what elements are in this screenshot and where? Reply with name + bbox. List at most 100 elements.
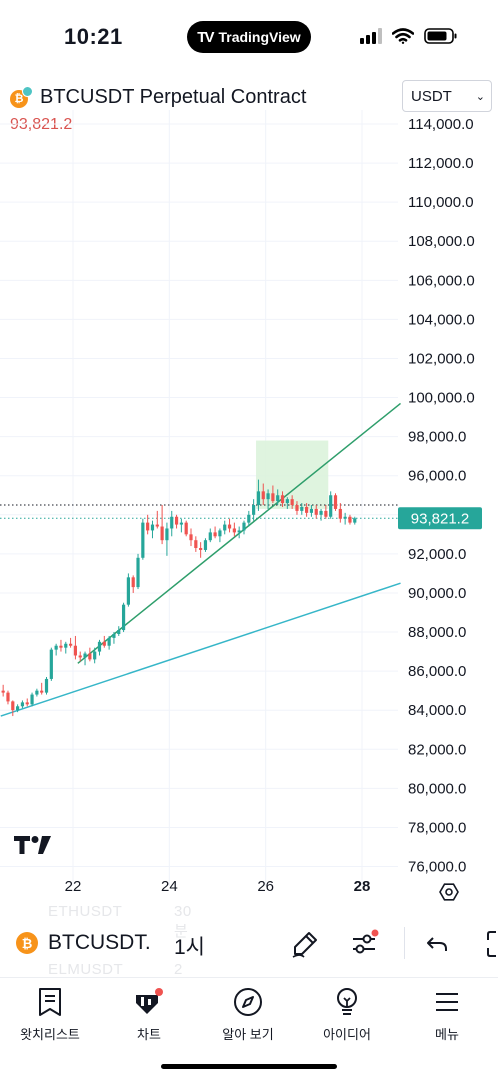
candle-body [102,641,106,646]
chart-icon [132,986,166,1018]
ghost-symbol-tf: 30분 [174,905,192,940]
candle-body [121,604,126,631]
status-bar: 10:21 TV TradingView [0,0,498,76]
candle-body [83,653,87,658]
candle-body [276,495,280,502]
price-chart[interactable]: 114,000.0 112,000.0 110,000.0 108,000.0 106,… [0,110,498,905]
y-axis-tick-label: 82,000.0 [408,741,466,758]
candle-body [97,641,102,652]
y-axis-tick-label: 106,000.0 [408,272,475,289]
menu-icon [433,986,461,1018]
candle-body [338,508,342,519]
candle-body [290,499,294,506]
candle-body [247,514,251,523]
candle-body [165,528,169,541]
candle-body [179,522,183,525]
home-indicator [161,1064,337,1069]
nav-ideas[interactable]: 아이디어 [302,986,392,1043]
y-axis-tick-label: 104,000.0 [408,311,475,328]
y-axis-tick-label: 98,000.0 [408,429,466,446]
candle-body [126,577,130,605]
ghost-symbol-bottom: ELMUSDT 2시 [48,961,182,977]
candle-body [11,701,15,711]
candle-body [136,557,140,588]
drawing-tool-button[interactable] [288,927,322,961]
candle-body [223,524,227,531]
candle-body [141,522,145,558]
candle-body [213,532,217,537]
x-axis-tick-label: 24 [161,878,178,895]
y-axis-tick-label: 96,000.0 [408,468,466,485]
candle-body [280,495,285,504]
timeframe-selector[interactable]: 1시 [174,936,205,959]
candle-body [242,522,246,531]
candle-body [44,678,49,693]
lightbulb-icon [334,986,360,1018]
tradingview-logo-icon: TV [197,28,214,46]
y-axis-tick-label: 86,000.0 [408,663,466,680]
nav-label: 아이디어 [323,1027,371,1042]
nav-menu[interactable]: 메뉴 [402,986,492,1043]
y-axis-tick-label: 88,000.0 [408,624,466,641]
x-axis-tick-label: 22 [65,878,82,895]
candle-body [208,532,212,541]
nav-label: 알아 보기 [222,1027,274,1042]
candle-body [353,518,357,523]
nav-explore[interactable]: 알아 보기 [203,986,293,1043]
y-axis-tick-label: 92,000.0 [408,546,466,563]
ghost-symbol-name: ETHUSDT [48,905,123,920]
candle-body [1,690,5,693]
brand-pill: TV TradingView [187,21,311,53]
trend-line-lower[interactable] [0,582,401,717]
candle-body [174,516,179,525]
y-axis-tick-label: 78,000.0 [408,819,466,836]
x-axis-tick-label: 26 [257,878,274,895]
candle-body [300,506,304,511]
bottom-nav: 왓치리스트 차트 알아 보기 [0,977,498,1080]
candle-body [54,645,58,650]
candle-body [150,524,155,531]
candle-body [252,505,256,515]
fullscreen-button[interactable] [476,927,498,961]
candle-body [329,495,333,517]
ghost-symbol-top: ETHUSDT 30분 [48,905,191,940]
symbol-bar: ETHUSDT 30분 ₿ BTCUSDT. 1시 ELMUSDT 2시 [0,905,498,977]
ghost-symbol-tf: 2시 [174,961,183,977]
chart-settings-icon[interactable] [439,883,459,901]
candle-body [78,655,82,658]
currency-value: USDT [411,87,452,105]
candle-body [261,491,265,500]
y-axis-tick-label: 84,000.0 [408,702,466,719]
battery-icon [424,28,458,44]
nav-label: 메뉴 [435,1027,459,1042]
candle-body [314,508,318,515]
indicators-button[interactable] [348,927,382,961]
nav-watchlist[interactable]: 왓치리스트 [5,986,95,1043]
symbol-selector[interactable]: BTCUSDT. [48,931,151,954]
chart-settings-icon-center [445,888,453,896]
candle-body [146,522,150,531]
currency-select[interactable]: USDT ⌄ [402,80,492,112]
status-icons [360,28,458,44]
y-axis-tick-label: 90,000.0 [408,585,466,602]
candle-body [25,702,29,705]
candle-body [348,516,352,523]
nav-chart[interactable]: 차트 [104,986,194,1043]
candle-body [199,548,203,550]
symbol-title[interactable]: BTCUSDT Perpetual Contract [40,86,307,108]
candle-body [49,649,53,679]
nav-label: 차트 [137,1027,161,1042]
candle-body [160,526,164,541]
bitcoin-icon: ₿ [16,932,38,954]
candle-body [203,540,208,550]
candle-body [40,690,44,693]
x-axis-tick-label: 28 [354,878,371,895]
sliders-icon [353,929,379,954]
candle-body [271,493,275,502]
chevron-down-icon: ⌄ [475,90,485,103]
candle-body [6,692,10,702]
watchlist-icon [37,986,63,1018]
candle-body [218,530,222,537]
candle-body [59,645,63,648]
undo-button[interactable] [420,927,454,961]
